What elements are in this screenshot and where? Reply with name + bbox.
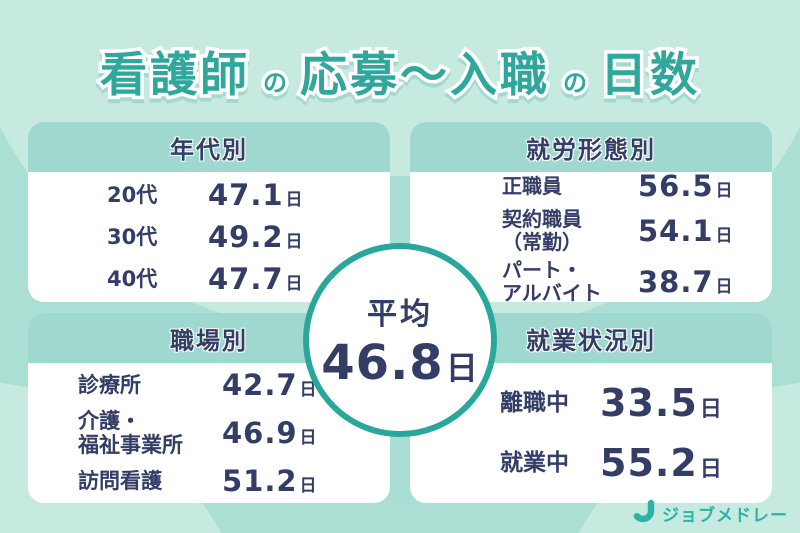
stat-number: 51.2 [222, 464, 298, 499]
card-title: 職場別 [170, 326, 248, 355]
stat-row: 診療所 42.7 日 [78, 368, 390, 402]
average-number: 46.8 [321, 335, 444, 391]
stat-number: 56.5 [638, 169, 714, 203]
card-workplace-body: 診療所 42.7 日 介護・ 福祉事業所 46.9 日 訪問看護 51.2 日 [28, 363, 390, 503]
stat-label: 30代 [107, 224, 158, 249]
stat-number: 33.5 [600, 381, 698, 425]
stat-value: 51.2 日 [222, 464, 316, 498]
stat-label: 20代 [107, 182, 158, 207]
jobmedley-j-icon [633, 499, 657, 527]
stat-row: 20代 47.1 日 [107, 178, 390, 212]
stat-value: 47.1 日 [208, 178, 302, 212]
card-employment-type-body: 正職員 56.5 日 契約職員 （常勤） 54.1 日 パート・ アルバイト 38.… [410, 169, 772, 305]
brand-name: ジョブメドレー [662, 505, 788, 526]
stat-label: 離職中 [500, 389, 569, 416]
stat-value: 47.7 日 [208, 262, 302, 296]
stat-row: 30代 49.2 日 [107, 220, 390, 254]
stat-unit: 日 [715, 180, 733, 200]
stat-row: 契約職員 （常勤） 54.1 日 [502, 208, 772, 254]
stat-label: 訪問看護 [78, 469, 162, 494]
stat-unit: 日 [285, 189, 303, 209]
stat-row: 介護・ 福祉事業所 46.9 日 [78, 409, 390, 457]
stat-label: 介護・ 福祉事業所 [78, 408, 183, 457]
stat-number: 46.9 [222, 416, 298, 450]
card-age-group-header: 年代別 [28, 122, 390, 172]
stat-number: 42.7 [222, 367, 298, 402]
card-employment-type: 就労形態別 正職員 56.5 日 契約職員 （常勤） 54.1 日 パート・ アルバ… [410, 122, 772, 305]
stat-row: 正職員 56.5 日 [502, 169, 772, 203]
stat-unit: 日 [699, 457, 722, 482]
stat-row: 就業中 55.2日 [500, 441, 772, 485]
stat-value: 55.2日 [600, 441, 722, 485]
stat-value: 38.7 日 [638, 265, 732, 299]
stat-value: 54.1 日 [638, 214, 732, 248]
title-particle: の [260, 66, 291, 101]
stat-unit: 日 [715, 276, 733, 296]
stat-number: 55.2 [600, 441, 698, 485]
stat-row: パート・ アルバイト 38.7 日 [502, 259, 772, 305]
stat-unit: 日 [715, 225, 733, 245]
stat-number: 47.1 [208, 178, 284, 212]
stat-row: 離職中 33.5日 [500, 381, 772, 425]
stat-label: パート・ アルバイト [502, 258, 602, 305]
stat-label: 就業中 [500, 449, 569, 476]
stat-unit: 日 [299, 378, 317, 399]
stat-number: 49.2 [208, 220, 284, 254]
stat-unit: 日 [699, 397, 722, 422]
title-particle: の [560, 66, 591, 101]
card-title: 就労形態別 [526, 135, 656, 164]
card-title: 年代別 [170, 135, 248, 164]
stat-number: 54.1 [638, 214, 714, 248]
title-segment: 応募〜入職 [297, 45, 551, 107]
average-label: 平均 [367, 297, 433, 332]
stat-unit: 日 [285, 273, 303, 293]
stat-unit: 日 [299, 475, 317, 496]
stat-value: 42.7 日 [222, 368, 316, 402]
card-age-group-body: 20代 47.1 日 30代 49.2 日 40代 47.7 日 [28, 172, 390, 302]
stat-row: 訪問看護 51.2 日 [78, 464, 390, 498]
stat-value: 56.5 日 [638, 169, 732, 203]
average-unit: 日 [445, 349, 479, 387]
average-circle: 平均 46.8日 [303, 243, 497, 437]
title-segment: 日数 [597, 45, 701, 107]
page-title: 看護師 の 応募〜入職 の 日数 [0, 36, 800, 107]
stat-label: 正職員 [502, 173, 562, 198]
stat-value: 49.2 日 [208, 220, 302, 254]
card-title: 就業状況別 [526, 326, 656, 355]
stat-unit: 日 [299, 427, 317, 447]
card-employment-status-body: 離職中 33.5日 就業中 55.2日 [410, 363, 772, 503]
stat-number: 47.7 [208, 262, 284, 296]
title-segment: 看護師 [97, 45, 251, 107]
brand-logo: ジョブメドレー [633, 499, 788, 527]
stat-label: 契約職員 （常勤） [502, 207, 582, 254]
stat-label: 診療所 [78, 372, 141, 397]
stat-label: 40代 [107, 266, 158, 291]
average-value: 46.8日 [321, 335, 478, 391]
stat-row: 40代 47.7 日 [107, 262, 390, 296]
stat-number: 38.7 [638, 265, 714, 299]
card-employment-type-header: 就労形態別 [410, 122, 772, 172]
stat-unit: 日 [285, 231, 303, 251]
stat-value: 33.5日 [600, 381, 722, 425]
stat-value: 46.9 日 [222, 416, 316, 450]
